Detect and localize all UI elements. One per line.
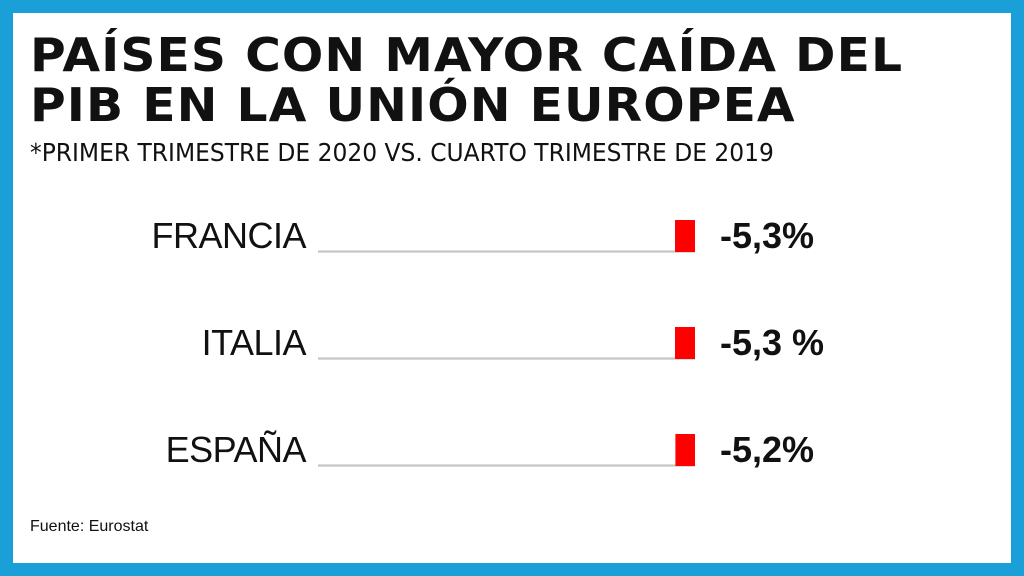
category-label: FRANCIA (151, 215, 306, 256)
bar-track (318, 464, 695, 467)
bar (675, 434, 695, 466)
data-label: -5,3% (720, 215, 814, 256)
bar (675, 327, 695, 359)
title-line-2: PIB EN LA UNIÓN EUROPEA (30, 78, 796, 132)
bar (675, 220, 695, 252)
data-label: -5,3 % (720, 322, 824, 363)
title-line-1: PAÍSES CON MAYOR CAÍDA DEL (30, 28, 904, 82)
category-label: ITALIA (202, 322, 307, 363)
data-label: -5,2% (720, 429, 814, 470)
bar-track (318, 250, 695, 253)
category-label: ESPAÑA (166, 429, 307, 470)
source-note: Fuente: Eurostat (30, 518, 149, 535)
chart-title: PAÍSES CON MAYOR CAÍDA DEL PIB EN LA UNI… (30, 30, 1024, 130)
chart-subtitle: *PRIMER TRIMESTRE DE 2020 VS. CUARTO TRI… (30, 138, 774, 167)
bar-track (318, 357, 695, 360)
